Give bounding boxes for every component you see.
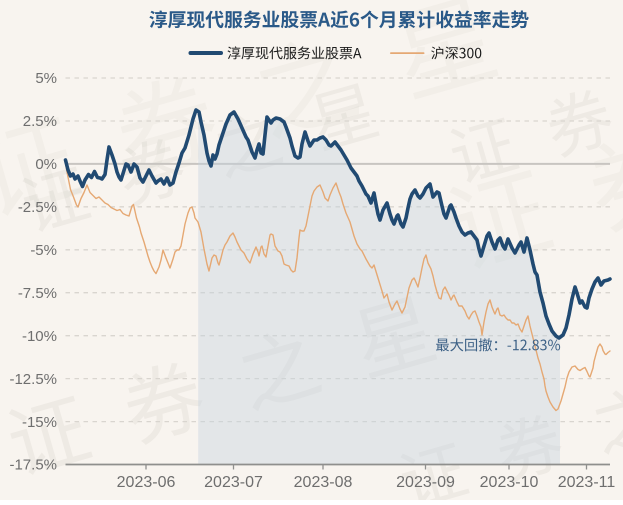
svg-text:-2.5%: -2.5% — [18, 199, 57, 216]
svg-text:2023-11: 2023-11 — [558, 474, 616, 491]
svg-text:2023-10: 2023-10 — [480, 474, 539, 491]
svg-text:-5%: -5% — [30, 242, 57, 259]
svg-text:-10%: -10% — [22, 328, 57, 345]
svg-text:5%: 5% — [35, 70, 57, 87]
svg-text:-12.5%: -12.5% — [9, 371, 57, 388]
svg-text:2023-06: 2023-06 — [117, 474, 176, 491]
svg-text:-15%: -15% — [22, 414, 57, 431]
svg-text:2023-09: 2023-09 — [396, 474, 455, 491]
svg-text:-7.5%: -7.5% — [18, 285, 57, 302]
svg-text:2.5%: 2.5% — [23, 113, 57, 130]
svg-text:2023-07: 2023-07 — [204, 474, 263, 491]
svg-text:0%: 0% — [35, 156, 57, 173]
svg-text:2023-08: 2023-08 — [294, 474, 353, 491]
svg-text:-17.5%: -17.5% — [9, 457, 57, 474]
